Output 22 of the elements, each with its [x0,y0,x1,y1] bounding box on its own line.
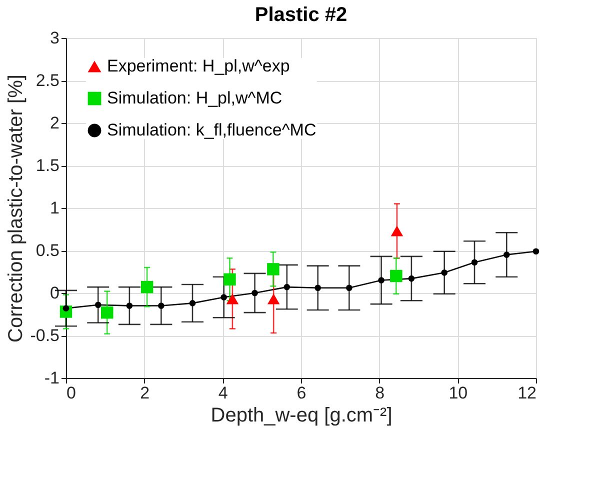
y-tick-label: 1 [50,198,60,218]
y-axis-title: Correction plastic-to-water [%] [5,74,28,342]
chart-title: Plastic #2 [254,4,348,26]
y-tick-label: 2 [50,114,60,132]
legend-label: Simulation: k_fl,fluence^MC [107,120,316,140]
x-tick-label: 10 [448,384,468,402]
x-tick-label: 12 [518,384,536,402]
legend-label: Simulation: H_pl,w^MC [107,88,282,108]
x-tick-label: 8 [375,384,385,402]
x-tick-label: 6 [296,384,306,402]
y-tick-label: -0.5 [30,326,60,345]
y-tick-label: -1 [44,368,60,388]
legend-label: Experiment: H_pl,w^exp [107,56,290,76]
y-tick-label: 1.5 [36,156,60,175]
y-tick-label: 0.5 [36,241,60,260]
x-tick-label: 2 [140,384,150,402]
x-tick-label: 4 [218,384,228,402]
y-tick-label: 3 [50,28,60,48]
x-tick-label: 0 [66,384,76,402]
x-axis-title: Depth_w-eq [g.cm⁻²] [210,404,392,426]
y-tick-label: 2.5 [36,71,60,90]
y-tick-label: 0 [50,284,60,302]
